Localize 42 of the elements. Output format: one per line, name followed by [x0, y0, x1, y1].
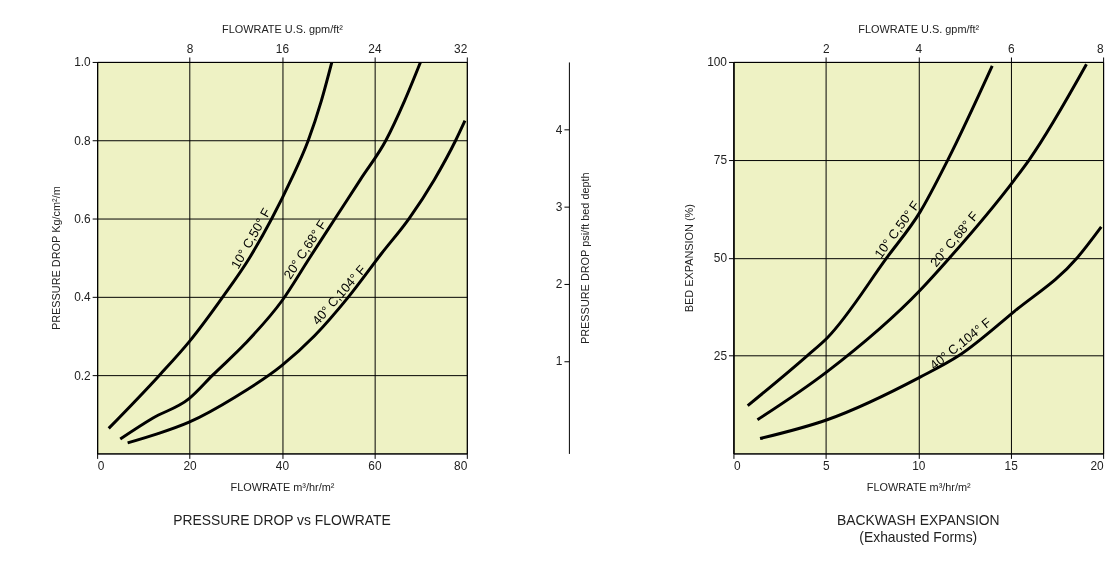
- y-tick-label: 50: [713, 251, 728, 266]
- y-tick-label: 0.4: [74, 290, 92, 305]
- x2-tick-label: 24: [368, 41, 382, 56]
- y-tick-label: 1.0: [74, 55, 92, 70]
- x2-tick-label: 16: [275, 41, 290, 56]
- y2-tick-label: 2: [555, 277, 563, 292]
- y-tick-label: 25: [713, 349, 728, 364]
- x2-axis-title: FLOWRATE U.S. gpm/ft²: [858, 22, 980, 35]
- y-tick-label: 0.2: [74, 368, 91, 383]
- x-tick-label: 40: [275, 458, 290, 473]
- x2-tick-label: 4: [915, 41, 923, 56]
- x-tick-label: 15: [1004, 458, 1019, 473]
- x-tick-label: 5: [823, 458, 831, 473]
- x2-tick-label: 8: [186, 41, 194, 56]
- x2-axis-title: FLOWRATE U.S. gpm/ft²: [222, 22, 344, 35]
- y-axis-title: PRESSURE DROP Kg/cm²/m: [50, 186, 63, 331]
- y-tick-label: 75: [713, 153, 728, 168]
- x-tick-label: 10: [912, 458, 926, 473]
- x2-tick-label: 6: [1007, 41, 1015, 56]
- x-axis-title: FLOWRATE m³/hr/m²: [230, 480, 335, 493]
- y2-tick-label: 1: [555, 354, 563, 369]
- y-tick-label: 0.8: [74, 133, 92, 148]
- text: BACKWASH EXPANSION: [837, 511, 1000, 528]
- y2-tick-label: 4: [555, 123, 563, 138]
- x-axis-title: FLOWRATE m³/hr/m²: [866, 480, 972, 493]
- x2-tick-label: 8: [1097, 41, 1105, 56]
- x-tick-label: 0: [97, 458, 105, 473]
- y-axis-title: BED EXPANSION (%): [683, 204, 696, 313]
- x2-tick-label: 32: [454, 41, 468, 56]
- y2-axis-title: PRESSURE DROP psi/ft bed depth: [579, 172, 592, 345]
- x2-tick-label: 2: [823, 41, 830, 56]
- x-tick-label: 60: [368, 458, 382, 473]
- x-tick-label: 20: [183, 458, 198, 473]
- x-tick-label: 20: [1090, 458, 1105, 473]
- x-tick-label: 0: [733, 458, 741, 473]
- text: PRESSURE DROP vs FLOWRATE: [173, 511, 391, 528]
- text: (Exhausted Forms): [859, 528, 978, 545]
- y2-tick-label: 3: [555, 200, 563, 215]
- y-tick-label: 100: [707, 55, 728, 70]
- y-tick-label: 0.6: [74, 212, 92, 226]
- text: 10° C,50° F: [227, 205, 274, 272]
- x-tick-label: 80: [454, 458, 468, 473]
